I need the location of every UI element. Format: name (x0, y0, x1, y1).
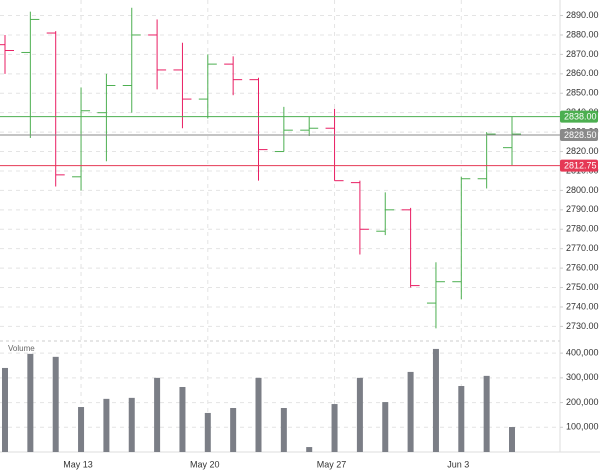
y-tick-label: 2780.00 (566, 224, 599, 234)
volume-bar (432, 348, 439, 452)
x-tick-label: May 20 (190, 459, 220, 469)
volume-bar (78, 407, 85, 452)
x-tick-label: Jun 3 (447, 459, 469, 469)
volume-bar (230, 408, 237, 452)
volume-bar (306, 447, 313, 452)
volume-bar (382, 402, 389, 452)
volume-bar (280, 408, 287, 452)
volume-bar (103, 398, 110, 452)
volume-bar (154, 377, 161, 452)
volume-tick-label: 200,000 (566, 397, 599, 407)
y-tick-label: 2820.00 (566, 146, 599, 156)
y-tick-label: 2890.00 (566, 10, 599, 20)
volume-bar (128, 397, 135, 452)
y-tick-label: 2870.00 (566, 49, 599, 59)
y-tick-label: 2750.00 (566, 282, 599, 292)
y-tick-label: 2850.00 (566, 88, 599, 98)
y-tick-label: 2860.00 (566, 68, 599, 78)
volume-tick-label: 400,000 (566, 348, 599, 358)
price-badge-label: 2812.75 (564, 161, 597, 171)
y-tick-label: 2740.00 (566, 301, 599, 311)
volume-bar (458, 386, 465, 452)
y-tick-label: 2730.00 (566, 321, 599, 331)
volume-bar (27, 353, 34, 452)
volume-bar (509, 427, 515, 452)
volume-bar (204, 412, 211, 452)
volume-bar (255, 377, 262, 452)
y-tick-label: 2790.00 (566, 204, 599, 214)
volume-bar (179, 386, 186, 452)
volume-bar (2, 367, 8, 452)
volume-bar (52, 356, 59, 452)
y-tick-label: 2800.00 (566, 185, 599, 195)
price-badge-label: 2828.50 (564, 130, 597, 140)
price-badge (560, 110, 598, 123)
price-badge-label: 2838.00 (564, 111, 597, 121)
volume-tick-label: 100,000 (566, 422, 599, 432)
volume-bar (407, 371, 414, 452)
price-badge (560, 159, 598, 172)
price-badge (560, 129, 598, 142)
x-tick-label: May 27 (317, 459, 347, 469)
volume-bar (331, 404, 338, 452)
volume-tick-label: 300,000 (566, 372, 599, 382)
y-tick-label: 2880.00 (566, 29, 599, 39)
volume-title: Volume (8, 344, 35, 353)
volume-bar (483, 375, 490, 452)
x-tick-label: May 13 (63, 459, 93, 469)
y-tick-label: 2760.00 (566, 262, 599, 272)
volume-bar (356, 377, 363, 452)
y-tick-label: 2770.00 (566, 243, 599, 253)
